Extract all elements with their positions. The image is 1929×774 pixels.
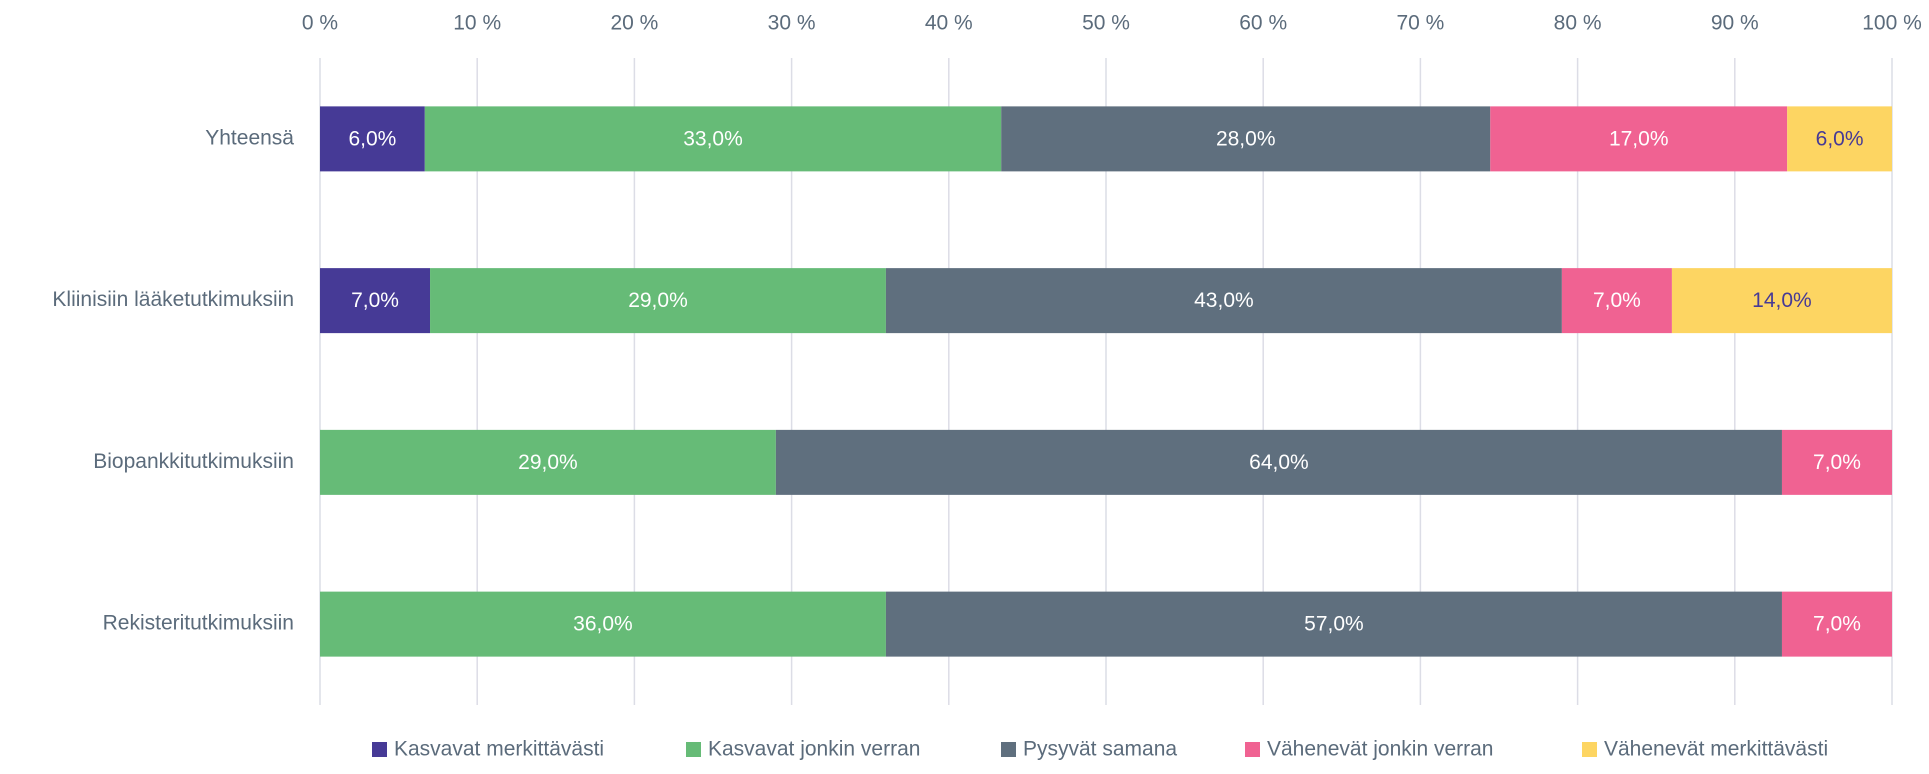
bar-segment: [1781, 429, 1892, 495]
data-label: 36,0%: [573, 613, 633, 636]
bar-segment: [1001, 106, 1491, 172]
data-label: 43,0%: [1194, 289, 1254, 312]
legend-swatch: [686, 742, 701, 757]
data-label: 6,0%: [1816, 127, 1864, 150]
bar-segment: [320, 591, 886, 657]
data-label: 17,0%: [1609, 127, 1669, 150]
x-tick-label: 90 %: [1711, 12, 1759, 35]
x-tick-label: 0 %: [302, 12, 338, 35]
bar-segment: [1787, 106, 1892, 172]
y-tick-label: Rekisteritutkimuksiin: [103, 612, 294, 635]
data-label: 29,0%: [518, 451, 578, 474]
bar-segment: [320, 429, 776, 495]
data-label: 7,0%: [1593, 289, 1641, 312]
x-tick-label: 60 %: [1239, 12, 1287, 35]
x-tick-label: 10 %: [453, 12, 501, 35]
y-tick-label: Kliinisiin lääketutkimuksiin: [52, 288, 294, 311]
data-label: 28,0%: [1216, 127, 1276, 150]
legend-swatch: [1001, 742, 1016, 757]
x-tick-label: 70 %: [1396, 12, 1444, 35]
legend-swatch: [1245, 742, 1260, 757]
data-label: 7,0%: [1813, 451, 1861, 474]
data-label: 6,0%: [348, 127, 396, 150]
x-tick-label: 40 %: [925, 12, 973, 35]
bar-segment: [885, 268, 1562, 334]
data-label: 29,0%: [628, 289, 688, 312]
bar-segment: [320, 268, 431, 334]
x-tick-label: 20 %: [610, 12, 658, 35]
bar-segment: [1490, 106, 1788, 172]
x-tick-label: 80 %: [1554, 12, 1602, 35]
data-label: 14,0%: [1752, 289, 1812, 312]
data-label: 57,0%: [1304, 613, 1364, 636]
data-label: 33,0%: [683, 127, 743, 150]
legend-swatch: [372, 742, 387, 757]
legend-label: Kasvavat jonkin verran: [708, 738, 920, 761]
bar-segment: [1561, 268, 1672, 334]
bar-segment: [775, 429, 1782, 495]
data-label: 7,0%: [1813, 613, 1861, 636]
data-label: 64,0%: [1249, 451, 1309, 474]
y-tick-label: Yhteensä: [205, 126, 294, 149]
y-tick-label: Biopankkitutkimuksiin: [93, 450, 294, 473]
bar-segment: [1671, 268, 1892, 334]
bar-segment: [1781, 591, 1892, 657]
bar-segment: [885, 591, 1782, 657]
legend-label: Kasvavat merkittävästi: [394, 738, 604, 761]
bar-segment: [430, 268, 886, 334]
legend-swatch: [1582, 742, 1597, 757]
legend-label: Pysyvät samana: [1023, 738, 1177, 761]
bar-segment: [320, 106, 425, 172]
legend-label: Vähenevät jonkin verran: [1267, 738, 1493, 761]
legend-label: Vähenevät merkittävästi: [1604, 738, 1828, 761]
data-label: 7,0%: [351, 289, 399, 312]
x-tick-label: 50 %: [1082, 12, 1130, 35]
x-tick-label: 100 %: [1862, 12, 1922, 35]
bar-segment: [424, 106, 1002, 172]
x-tick-label: 30 %: [768, 12, 816, 35]
